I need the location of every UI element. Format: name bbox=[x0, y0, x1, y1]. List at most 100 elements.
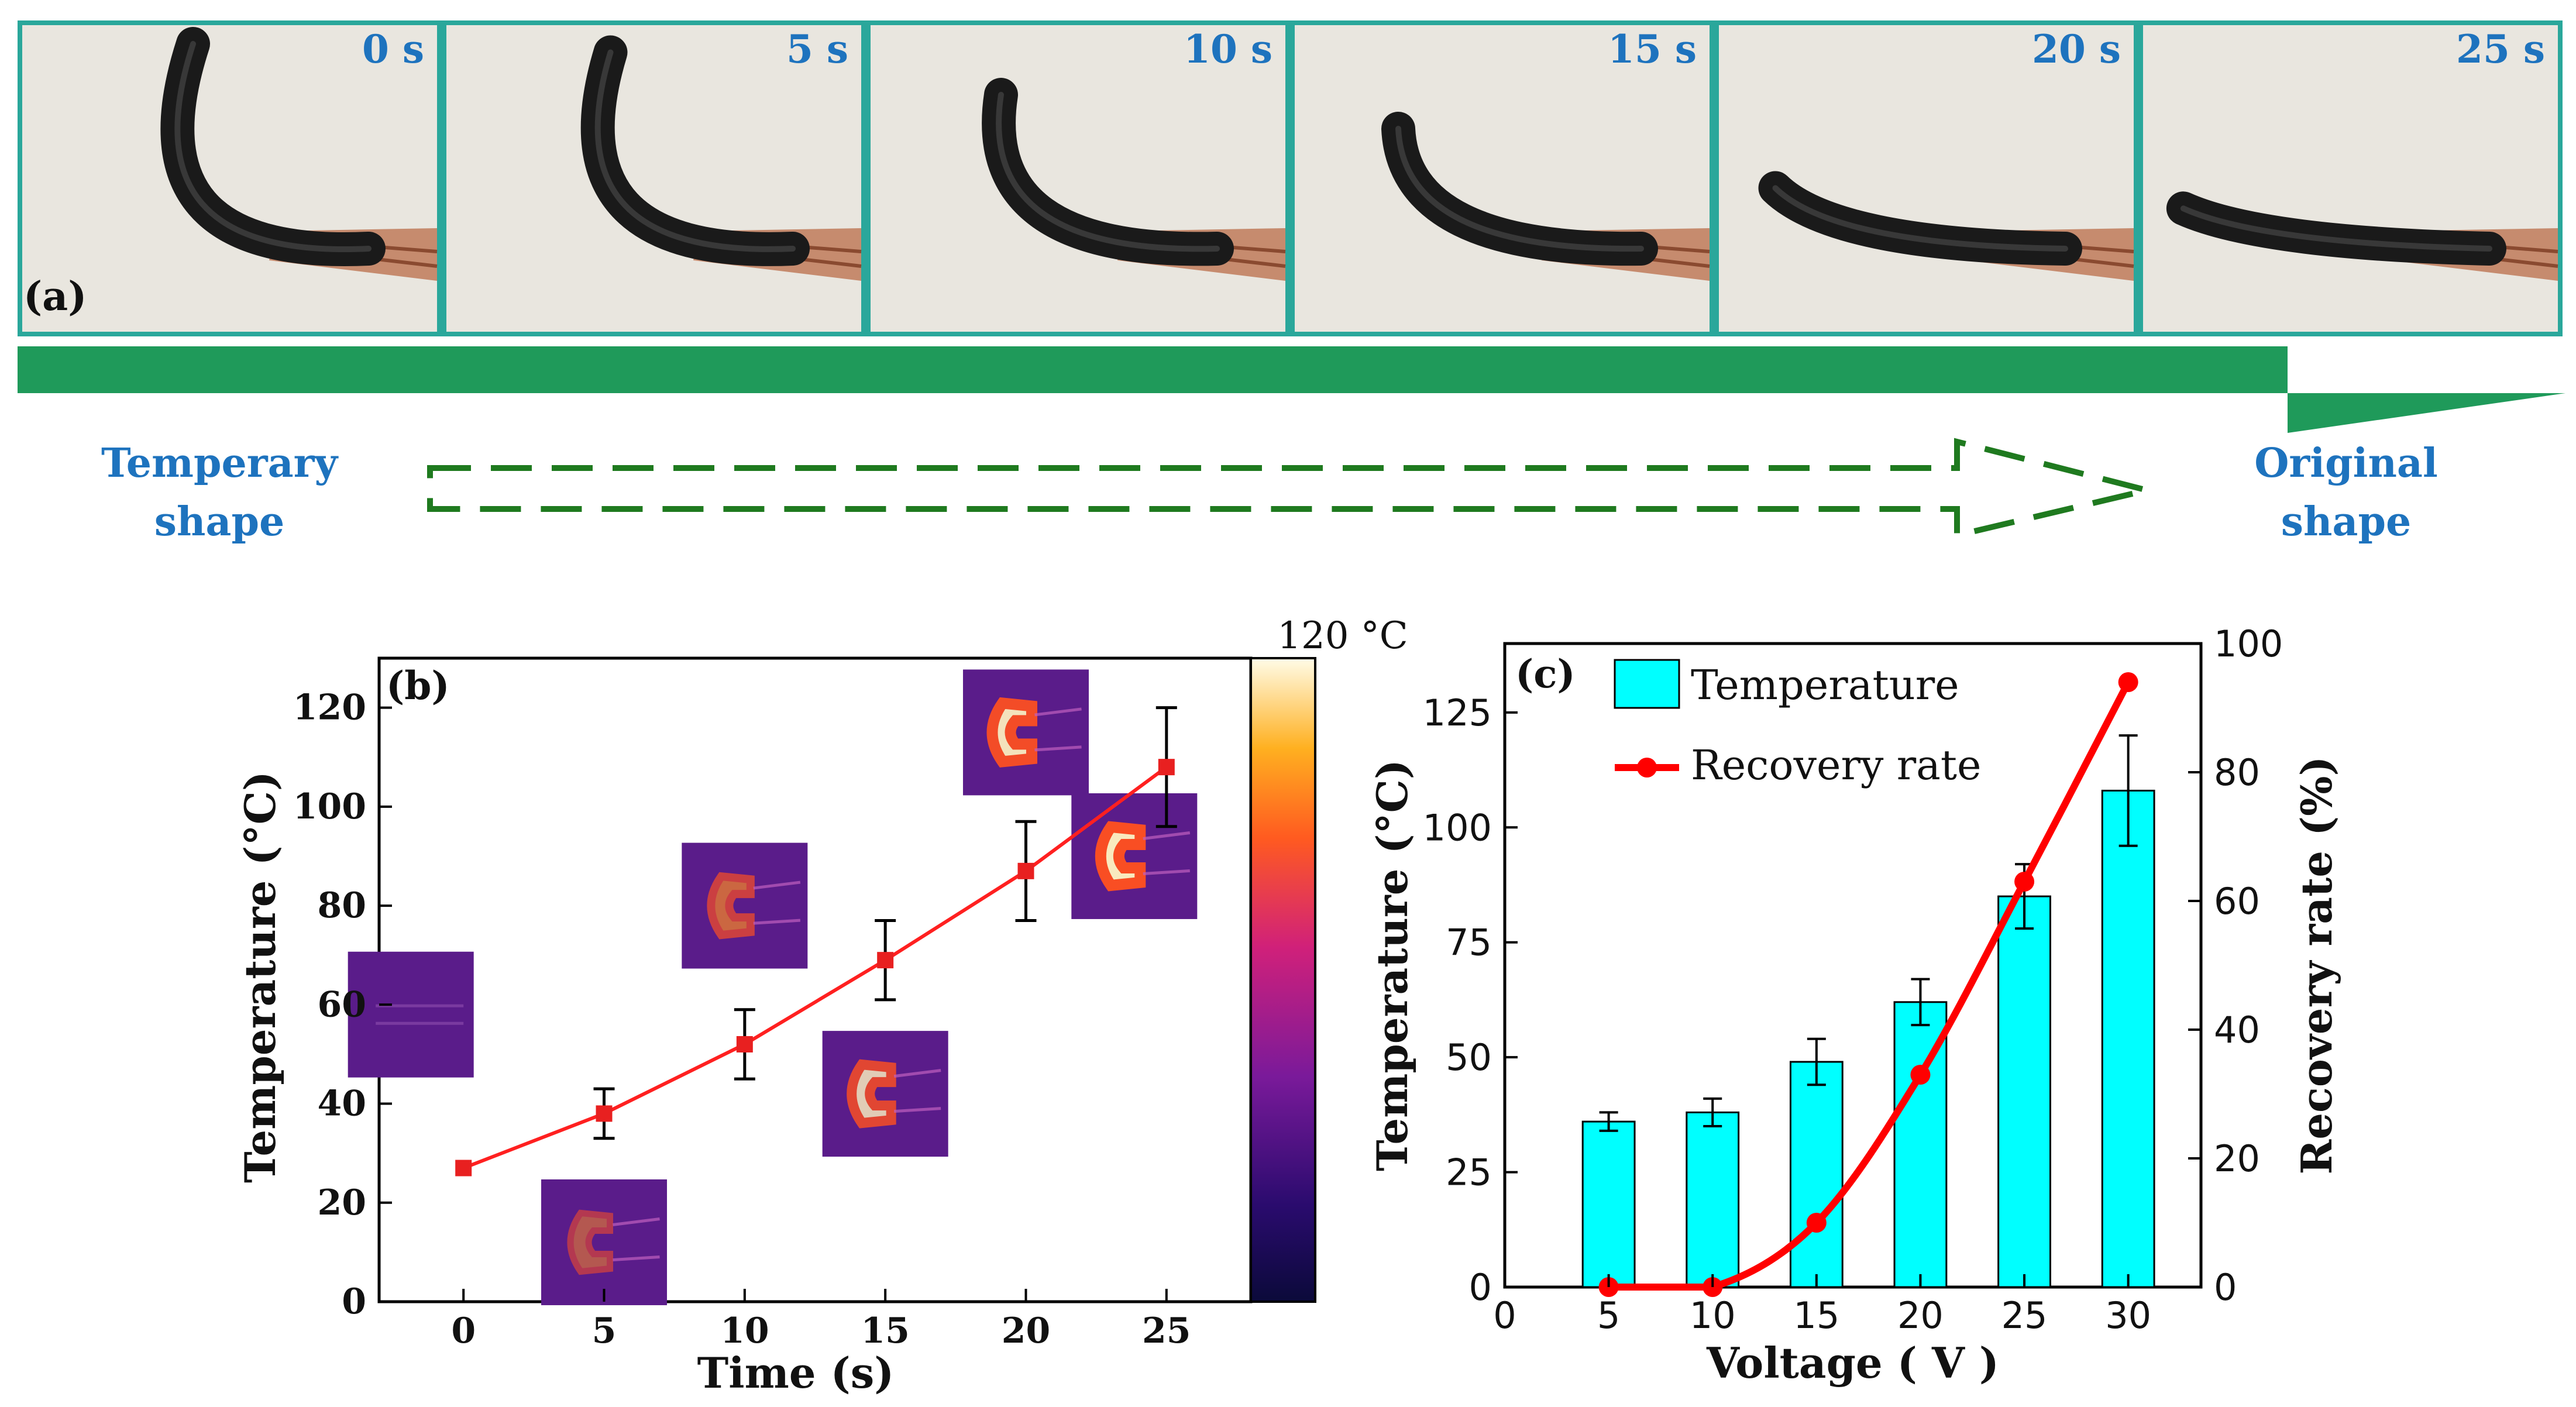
legend-marker-recovery bbox=[1637, 758, 1657, 778]
photo-background bbox=[866, 20, 1290, 336]
thermal-thumb-3 bbox=[822, 1031, 948, 1157]
end-label-line2: shape bbox=[2281, 498, 2412, 545]
thermal-hotspot bbox=[567, 1209, 614, 1275]
plot-b-ytick-label: 20 bbox=[318, 1182, 367, 1223]
strip-highlight bbox=[1772, 185, 2068, 252]
photo-background bbox=[2138, 20, 2563, 336]
plot-b-xtick-label: 0 bbox=[451, 1310, 476, 1351]
panel-c-label: (c) bbox=[1515, 651, 1576, 697]
thermal-wire bbox=[893, 1069, 941, 1078]
plot-b-xtick-label: 20 bbox=[1002, 1310, 1051, 1351]
thermal-hotspot bbox=[1095, 821, 1146, 892]
plot-c-ytick-label: 75 bbox=[1446, 921, 1492, 964]
photo-strip: 0 s 5 s 10 s 15 s 20 s 25 s bbox=[18, 20, 2563, 336]
plot-b-point bbox=[596, 1105, 613, 1122]
time-arrow-solid bbox=[18, 346, 2565, 433]
plot-c-ylabel-right: Recovery rate (%) bbox=[2292, 756, 2341, 1174]
plot-c-xtick-label: 25 bbox=[2001, 1294, 2048, 1337]
panel-b: 0 5 10 15 20 25 0 20 40 60 80 100 120 (b) Time (s) T… bbox=[235, 614, 1408, 1398]
photo-border bbox=[442, 20, 866, 336]
thermal-image-bg bbox=[541, 1179, 668, 1305]
thermal-wire bbox=[613, 1255, 660, 1261]
photo-background bbox=[1290, 20, 1714, 336]
plot-c-bar bbox=[1997, 895, 2051, 1288]
thermal-wire bbox=[613, 1217, 660, 1226]
strip-highlight bbox=[1395, 126, 1644, 252]
photo-frame-5: 25 s bbox=[2138, 20, 2563, 336]
frame-time-label: 5 s bbox=[786, 26, 848, 72]
thermal-wire bbox=[894, 1107, 941, 1113]
plot-c-xtick-label: 5 bbox=[1597, 1294, 1620, 1337]
plot-b-xtick-label: 15 bbox=[861, 1310, 910, 1351]
photo-border bbox=[18, 20, 442, 336]
panel-a: 0 s 5 s 10 s 15 s 20 s 25 s (a) Temperary sha… bbox=[18, 20, 2565, 545]
start-label-line2: shape bbox=[154, 498, 285, 545]
plot-b-ytick-label: 100 bbox=[293, 786, 366, 827]
plot-b-xtick-label: 10 bbox=[720, 1310, 769, 1351]
photo-frame-0: 0 s bbox=[18, 20, 442, 336]
plot-c-ytick-label: 0 bbox=[1469, 1266, 1492, 1309]
plot-c-recovery-point bbox=[1910, 1065, 1931, 1085]
panel-a-label: (a) bbox=[23, 273, 87, 320]
panel-b-label: (b) bbox=[386, 663, 450, 708]
photo-border bbox=[1290, 20, 1714, 336]
dashed-hollow-arrow bbox=[427, 438, 2148, 539]
thermal-image-bg bbox=[348, 951, 474, 1078]
plot-b-series-line bbox=[463, 765, 1168, 1170]
plot-c-ytick-right-label: 20 bbox=[2214, 1137, 2260, 1180]
plot-b-point bbox=[1158, 759, 1175, 776]
plot-c-ylabel-left: Temperature (°C) bbox=[1367, 759, 1417, 1171]
frame-time-label: 15 s bbox=[1608, 26, 1697, 72]
plot-c-bars bbox=[1581, 734, 2155, 1288]
plot-c-ytick-label: 100 bbox=[1423, 806, 1492, 849]
photo-background bbox=[18, 20, 442, 336]
strip-highlight bbox=[996, 92, 1220, 252]
photo-border bbox=[2138, 20, 2563, 336]
frame-time-label: 20 s bbox=[2032, 26, 2121, 72]
thermal-image-bg bbox=[1071, 793, 1198, 919]
strip-highlight bbox=[594, 49, 796, 252]
colorbar-label: 120 °C bbox=[1277, 614, 1408, 658]
plot-b-ytick-label: 0 bbox=[342, 1281, 366, 1322]
plot-b-xlabel: Time (s) bbox=[697, 1348, 895, 1398]
photo-border bbox=[866, 20, 1290, 336]
photo-frame-1: 5 s bbox=[442, 20, 866, 336]
thermal-thumb-2 bbox=[682, 842, 808, 969]
frame-time-label: 10 s bbox=[1184, 26, 1272, 72]
plot-c-bar bbox=[1789, 1061, 1844, 1288]
thermal-wire bbox=[1143, 831, 1191, 840]
plot-b-ylabel: Temperature (°C) bbox=[235, 771, 285, 1183]
legend-swatch-temperature bbox=[1614, 659, 1680, 709]
plot-c-ytick-label: 25 bbox=[1446, 1151, 1492, 1194]
plot-b-point bbox=[736, 1036, 753, 1052]
plot-c-xtick-label: 20 bbox=[1897, 1294, 1944, 1337]
legend-label-temperature: Temperature bbox=[1691, 661, 1959, 709]
plot-c-ytick-right-label: 0 bbox=[2214, 1266, 2237, 1309]
plot-c-xtick-label: 15 bbox=[1793, 1294, 1839, 1337]
thermal-wire bbox=[1034, 745, 1082, 752]
plot-c-frame bbox=[1503, 642, 2203, 1289]
plot-b-ytick-label: 120 bbox=[293, 687, 366, 728]
thermal-wire bbox=[1034, 707, 1082, 717]
thermal-hotspot bbox=[986, 697, 1037, 768]
frame-time-label: 25 s bbox=[2456, 26, 2545, 72]
plot-b-ytick-label: 40 bbox=[318, 1083, 367, 1124]
strip-highlight bbox=[174, 41, 372, 252]
plot-b-point bbox=[1017, 862, 1034, 879]
plot-c-ytick-label: 50 bbox=[1446, 1036, 1492, 1079]
thermal-wire bbox=[753, 918, 800, 925]
plot-c-recovery-point bbox=[1806, 1213, 1827, 1233]
plot-b-frame bbox=[377, 656, 1253, 1303]
start-label-line1: Temperary bbox=[101, 440, 339, 487]
plot-c-bar bbox=[2101, 789, 2155, 1288]
thermal-thumbnails bbox=[348, 669, 1198, 1305]
photo-frame-3: 15 s bbox=[1290, 20, 1714, 336]
plot-b-ytick-label: 60 bbox=[318, 984, 367, 1025]
colorbar bbox=[1250, 657, 1316, 1303]
thermal-hotspot bbox=[707, 872, 755, 940]
photo-border bbox=[1714, 20, 2138, 336]
thermal-thumb-5 bbox=[1071, 793, 1198, 919]
plot-c-xtick-label: 0 bbox=[1493, 1294, 1516, 1337]
plot-b-xtick-label: 5 bbox=[592, 1310, 617, 1351]
thermal-wire bbox=[753, 880, 801, 890]
